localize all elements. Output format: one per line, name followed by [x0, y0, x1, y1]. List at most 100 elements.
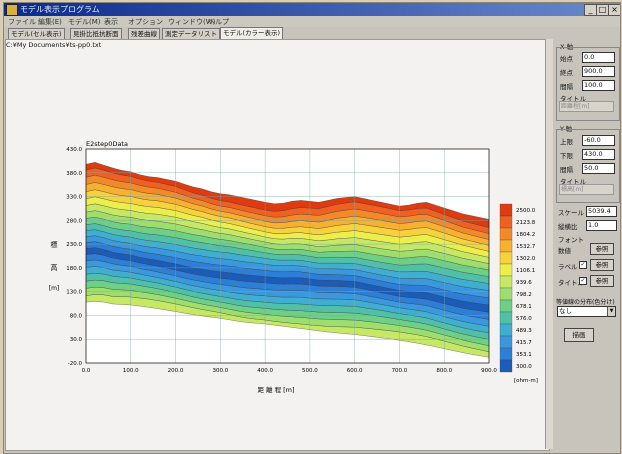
colorbar-swatch	[499, 311, 513, 325]
y-interval-input[interactable]: 50.0	[582, 163, 615, 174]
draw-button[interactable]: 描画	[564, 328, 594, 342]
colorbar-swatch	[499, 263, 513, 277]
y-axis-label-3: [m]	[49, 285, 60, 292]
colorbar-label: 300.0	[516, 364, 532, 370]
vertical-scrollbar[interactable]	[545, 39, 553, 449]
x-axis-label: 距 離 程 [m]	[257, 385, 294, 394]
font-label-checkbox[interactable]: ✓	[579, 261, 587, 269]
y-tick-label: 430.0	[66, 147, 82, 153]
ratio-input[interactable]: 1.0	[586, 220, 617, 231]
menu-help[interactable]: ヘルプ	[208, 18, 229, 26]
colorbar-swatch	[499, 227, 513, 241]
colorbar-label: 1302.0	[516, 256, 536, 262]
app-window: モデル表示プログラム _ □ × ファイル 編集(E) モデル(M) 表示 オプ…	[3, 2, 621, 454]
x-interval-input[interactable]: 100.0	[582, 80, 615, 91]
x-tick-label: 200.0	[168, 368, 184, 374]
colorbar-label: 576.0	[516, 316, 532, 322]
y-interval-label: 間隔	[560, 166, 573, 174]
colorbar-swatch	[499, 299, 513, 313]
x-tick-label: 400.0	[257, 368, 273, 374]
colorbar-label: 678.1	[516, 304, 532, 310]
colorbar-unit: [ohm-m]	[514, 378, 538, 384]
tab-measured-data[interactable]: 測定データリスト	[162, 28, 220, 39]
colorbar-swatch	[499, 215, 513, 229]
menu-window[interactable]: ウィンドウ(W)	[168, 18, 216, 26]
x-tick-label: 500.0	[302, 368, 318, 374]
tab-residual[interactable]: 残差曲線	[128, 28, 160, 39]
y-tick-label: 130.0	[66, 290, 82, 296]
y-tick-label: 380.0	[66, 171, 82, 177]
window-title: モデル表示プログラム	[20, 5, 100, 14]
title-bar: モデル表示プログラム _ □ ×	[4, 3, 620, 16]
menu-view[interactable]: 表示	[104, 18, 118, 26]
menu-options[interactable]: オプション	[128, 18, 163, 26]
x-axis-group	[556, 47, 620, 121]
x-end-input[interactable]: 900.0	[582, 66, 615, 77]
menu-file[interactable]: ファイル	[8, 18, 36, 26]
x-start-label: 始点	[560, 55, 573, 63]
colorbar-swatch	[499, 323, 513, 337]
font-title-ref-button[interactable]: 参照	[590, 275, 614, 287]
menu-bar: ファイル 編集(E) モデル(M) 表示 オプション ウィンドウ(W) ヘルプ	[4, 16, 620, 27]
y-axis-group	[556, 129, 620, 203]
font-label-ref-button[interactable]: 参照	[590, 259, 614, 271]
ratio-label: 縦横比	[558, 223, 578, 231]
x-caption-input[interactable]: 距離程[m]	[559, 101, 614, 112]
y-upper-input[interactable]: -60.0	[582, 135, 615, 146]
plot-frame	[85, 148, 490, 364]
tab-model-color[interactable]: モデル(カラー表示)	[220, 27, 284, 39]
settings-panel: X-軸 始点 0.0 終点 900.0 間隔 100.0 タイトル 距離程[m]…	[554, 39, 620, 449]
colorbar-label: 489.3	[516, 328, 532, 334]
y-tick-label: -20.0	[68, 361, 83, 367]
colorbar-label: 415.7	[516, 340, 532, 346]
y-axis-label-1: 標	[51, 240, 58, 249]
font-title-label: タイトル	[558, 279, 584, 287]
colorbar-swatch	[499, 287, 513, 301]
y-axis-label: 標 高 [m]	[49, 240, 60, 292]
y-axis-label-2: 高	[51, 263, 58, 272]
menu-edit[interactable]: 編集(E)	[38, 18, 62, 26]
tab-strip: モデル(セル表示) 見掛比抵抗断面 残差曲線 測定データリスト モデル(カラー表…	[4, 27, 620, 39]
colorbar-swatch	[499, 359, 513, 373]
scale-label: スケール	[558, 209, 584, 217]
x-tick-label: 100.0	[123, 368, 139, 374]
x-start-input[interactable]: 0.0	[582, 52, 615, 63]
contour-select-value: なし	[559, 307, 572, 315]
tab-model-cell[interactable]: モデル(セル表示)	[8, 28, 65, 39]
contour-group-title: 等値線の分布(色分け)	[556, 299, 615, 306]
y-tick-label: 180.0	[66, 266, 82, 272]
colorbar-swatch	[499, 335, 513, 349]
y-tick-label: 330.0	[66, 195, 82, 201]
y-tick-label: 280.0	[66, 218, 82, 224]
file-path: C:¥My Documents¥ts-pp0.txt	[6, 41, 102, 49]
colorbar-label: 1532.7	[516, 244, 536, 250]
colorbar-swatch	[499, 275, 513, 289]
resistivity-section-chart: 標 高 [m] E2step0Data 0.0 100.0 200.0 300.0 40…	[49, 140, 538, 394]
contour-select[interactable]: なし ▼	[557, 306, 616, 317]
x-tick-label: 600.0	[347, 368, 363, 374]
y-lower-label: 下限	[560, 152, 573, 160]
close-button[interactable]: ×	[608, 4, 620, 16]
colorbar-label: 1106.1	[516, 268, 535, 274]
x-end-label: 終点	[560, 69, 573, 77]
scale-input[interactable]: 5039.4	[586, 206, 617, 217]
x-interval-label: 間隔	[560, 83, 573, 91]
font-title-checkbox[interactable]: ✓	[579, 277, 587, 285]
menu-model[interactable]: モデル(M)	[68, 18, 101, 26]
font-label-label: ラベル	[558, 263, 578, 271]
y-tick-label: 80.0	[70, 313, 83, 319]
chevron-down-icon[interactable]: ▼	[607, 307, 615, 316]
y-caption-input[interactable]: 標高[m]	[559, 184, 614, 195]
colorbar-swatch	[499, 251, 513, 265]
contour-band	[86, 162, 489, 228]
tab-apparent-resistivity[interactable]: 見掛比抵抗断面	[70, 28, 122, 39]
colorbar-swatch	[499, 203, 513, 217]
font-group-title: フォント	[558, 236, 584, 244]
y-upper-label: 上限	[560, 138, 573, 146]
y-tick-label: 30.0	[70, 337, 83, 343]
y-lower-input[interactable]: 430.0	[582, 149, 615, 160]
font-value-label: 数値	[558, 247, 571, 255]
font-value-ref-button[interactable]: 参照	[590, 243, 614, 255]
colorbar-label: 798.2	[516, 292, 532, 298]
colorbar-label: 2500.0	[516, 208, 536, 214]
